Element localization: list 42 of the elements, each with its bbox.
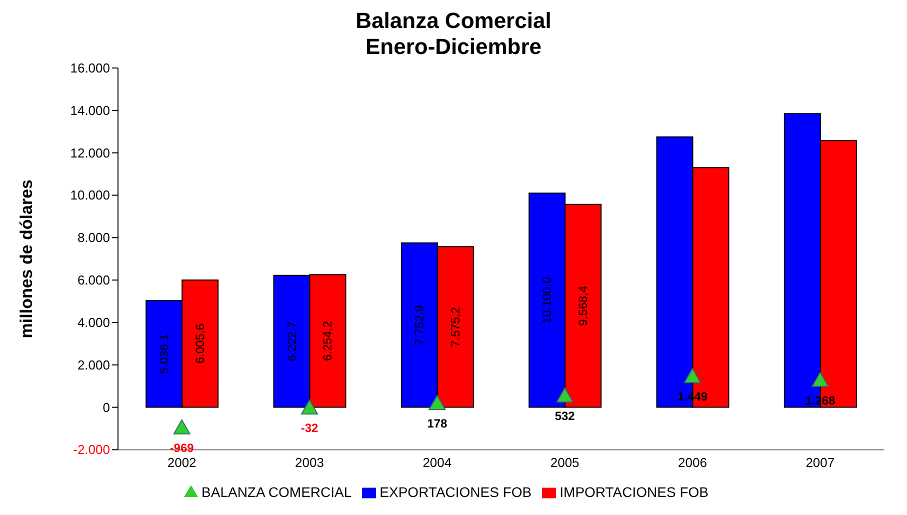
chart-title: Balanza Comercial xyxy=(354,8,552,34)
legend-label: BALANZA COMERCIAL xyxy=(202,484,352,500)
y-tick-label: 16.000 xyxy=(70,60,110,76)
data-label: -969 xyxy=(170,440,194,455)
data-label: 1.268 xyxy=(805,393,836,408)
data-label: 6.005,6 xyxy=(193,323,208,364)
y-axis-title: millones de dólares xyxy=(17,179,36,338)
y-tick-label: 2.000 xyxy=(77,357,110,372)
point xyxy=(684,368,701,384)
chart-subtitle: Enero-Diciembre xyxy=(364,34,543,60)
x-tick-label: 2007 xyxy=(806,454,835,470)
data-label: 9.568,4 xyxy=(576,286,590,326)
data-label: 10.100,0 xyxy=(540,276,554,324)
point xyxy=(173,419,190,434)
x-tick-label: 2002 xyxy=(167,454,196,470)
y-tick-label: -2.000 xyxy=(73,442,110,458)
legend-label: EXPORTACIONES FOB xyxy=(380,484,532,500)
x-tick-label: 2006 xyxy=(678,454,707,470)
x-tick-label: 2004 xyxy=(422,454,452,470)
data-label: 5.036,1 xyxy=(157,334,172,374)
y-tick-label: 4.000 xyxy=(77,314,110,330)
data-label: 7.575,2 xyxy=(448,306,462,347)
y-tick-label: 0 xyxy=(102,400,110,415)
legend-label: IMPORTACIONES FOB xyxy=(560,484,708,500)
point xyxy=(812,372,829,387)
data-label: 6.254,2 xyxy=(320,320,335,362)
data-label: 532 xyxy=(554,409,576,424)
y-tick-label: 8.000 xyxy=(77,230,110,246)
data-label: 7.752,9 xyxy=(412,304,426,346)
point xyxy=(428,395,446,410)
data-label: 1.449 xyxy=(677,390,708,404)
point xyxy=(556,388,574,403)
y-tick-label: 6.000 xyxy=(77,272,110,288)
x-tick-label: 2003 xyxy=(295,454,324,470)
y-tick-label: 12.000 xyxy=(70,145,110,160)
y-tick-label: 10.000 xyxy=(70,188,110,203)
x-tick-label: 2005 xyxy=(550,454,580,470)
y-tick-label: 14.000 xyxy=(70,102,110,118)
point xyxy=(301,399,318,414)
data-label: 178 xyxy=(427,416,448,431)
data-label: -32 xyxy=(300,420,318,435)
data-label: 6.222,7 xyxy=(284,320,299,362)
